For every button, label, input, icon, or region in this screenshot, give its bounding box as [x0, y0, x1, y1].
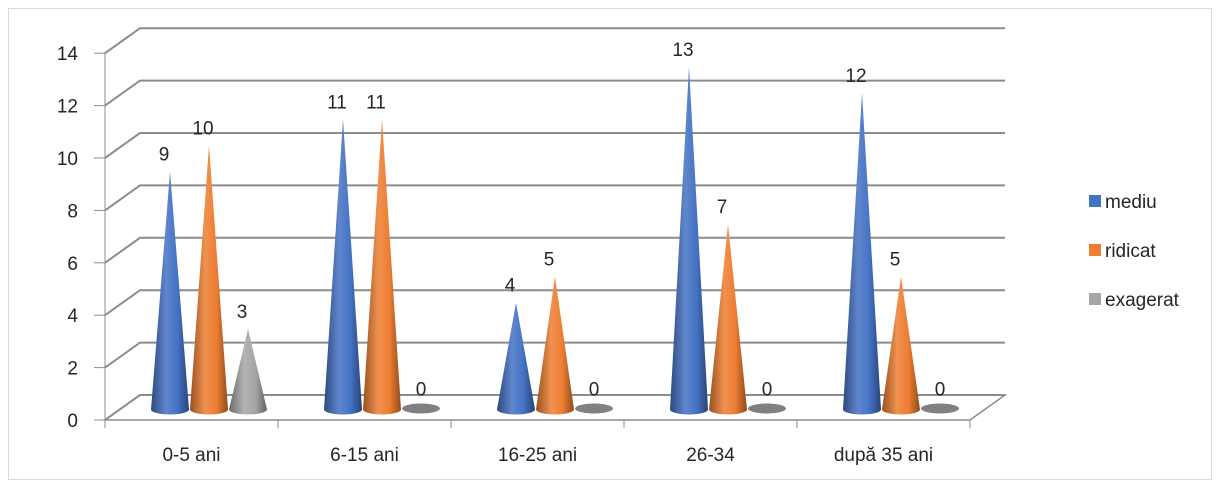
legend-swatch-exagerat: [1089, 293, 1101, 305]
y-tick-label: 2: [67, 359, 78, 380]
data-label: 4: [505, 276, 516, 297]
gridline: [104, 184, 1005, 212]
data-label: 0: [762, 380, 773, 401]
y-tick-label: 6: [67, 254, 78, 275]
cone-mediu: [497, 302, 535, 415]
legend-label-ridicat: ridicat: [1105, 241, 1156, 262]
y-tick-label: 8: [67, 201, 78, 222]
y-axis: 0 2 4 6 8 10 12 14: [57, 44, 106, 432]
cone-ridicat: [709, 224, 747, 415]
y-tick-label: 10: [57, 149, 78, 170]
gridline: [104, 79, 1005, 107]
cone-exagerat: [229, 328, 267, 415]
cone-exagerat: [575, 403, 613, 414]
data-label: 11: [366, 92, 386, 113]
cone-mediu: [843, 93, 881, 415]
data-label: 9: [159, 145, 170, 166]
cone-ridicat: [882, 276, 920, 415]
x-tick-label: 26-34: [686, 445, 735, 466]
y-tick-label: 14: [57, 44, 79, 65]
cone-mediu: [670, 66, 708, 415]
cone-mediu: [324, 119, 362, 415]
legend-label-exagerat: exagerat: [1105, 290, 1180, 311]
data-label: 10: [192, 119, 213, 140]
legend: mediu ridicat exagerat: [1089, 192, 1180, 311]
gridline: [104, 132, 1005, 159]
data-label: 5: [544, 250, 555, 271]
data-label: 11: [327, 92, 347, 113]
cone-exagerat: [748, 403, 786, 414]
data-label: 0: [416, 380, 427, 401]
data-label: 0: [589, 380, 600, 401]
legend-swatch-ridicat: [1089, 244, 1101, 256]
data-labels: 9 10 3 11 11 0 4 5 0 13 7 0 12 5 0: [159, 40, 946, 401]
cone-exagerat: [402, 403, 440, 414]
y-tick-label: 4: [67, 306, 78, 327]
y-tick-label: 12: [57, 97, 78, 118]
legend-label-mediu: mediu: [1105, 192, 1157, 213]
gridline: [104, 27, 1005, 55]
data-label: 13: [672, 40, 693, 61]
cone-ridicat: [363, 119, 401, 415]
data-label: 7: [717, 197, 728, 218]
data-label: 5: [890, 250, 901, 271]
cone-ridicat: [536, 276, 574, 415]
legend-swatch-mediu: [1089, 195, 1101, 207]
x-tick-label: 0-5 ani: [162, 445, 220, 466]
x-tick-label: 16-25 ani: [498, 445, 577, 466]
x-axis: 0-5 ani 6-15 ani 16-25 ani 26-34 după 35 ani: [104, 420, 971, 466]
gridline: [104, 289, 1005, 317]
cone-mediu: [151, 171, 189, 415]
x-tick-label: 6-15 ani: [330, 445, 399, 466]
cone-exagerat: [921, 403, 959, 414]
data-label: 3: [237, 302, 248, 323]
gridline: [104, 236, 1005, 264]
cone-ridicat: [190, 145, 228, 415]
x-tick-label: după 35 ani: [834, 445, 933, 466]
data-label: 0: [935, 380, 946, 401]
data-label: 12: [845, 66, 866, 87]
cones: [151, 66, 959, 415]
y-tick-label: 0: [67, 411, 78, 432]
